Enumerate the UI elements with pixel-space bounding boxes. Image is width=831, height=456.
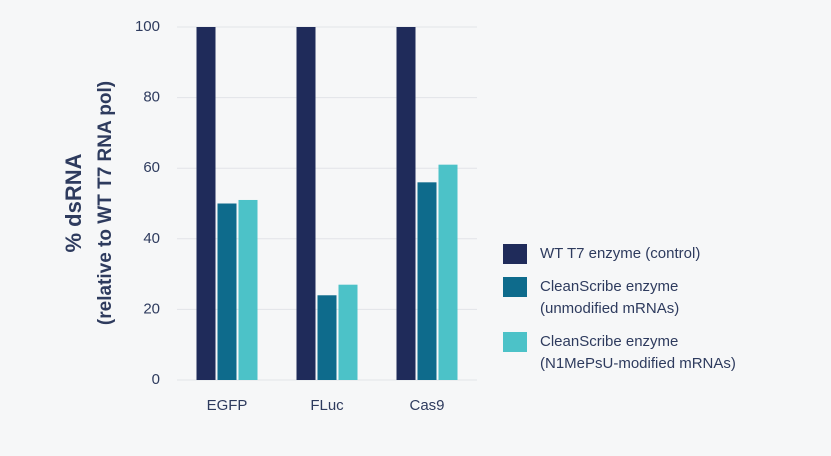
y-tick-label: 0 bbox=[152, 371, 160, 388]
legend-entry: CleanScribe enzyme (unmodified mRNAs) bbox=[503, 277, 823, 320]
x-tick-label: Cas9 bbox=[409, 397, 444, 414]
bar bbox=[338, 284, 358, 380]
bar bbox=[196, 27, 216, 380]
bar bbox=[417, 182, 437, 380]
legend-entry: CleanScribe enzyme (N1MePsU-modified mRN… bbox=[503, 332, 823, 375]
y-tick-label: 40 bbox=[143, 230, 160, 247]
x-tick-label: EGFP bbox=[207, 397, 248, 414]
legend-swatch bbox=[503, 332, 527, 352]
y-axis-label: % dsRNA bbox=[61, 153, 86, 252]
legend-label: WT T7 enzyme (control) bbox=[540, 245, 701, 262]
legend-label: CleanScribe enzyme (unmodified mRNAs) bbox=[540, 278, 680, 317]
y-axis-label-group: % dsRNA (relative to WT T7 RNA pol) bbox=[61, 81, 116, 325]
y-tick-label: 80 bbox=[143, 89, 160, 106]
bar bbox=[217, 203, 237, 380]
legend-entry: WT T7 enzyme (control) bbox=[503, 244, 823, 265]
bar bbox=[238, 199, 258, 380]
bar bbox=[317, 295, 337, 380]
legend-label: CleanScribe enzyme (N1MePsU-modified mRN… bbox=[540, 333, 736, 372]
x-tick-label: FLuc bbox=[310, 397, 344, 414]
y-tick-label: 60 bbox=[143, 159, 160, 176]
y-axis-sublabel: (relative to WT T7 RNA pol) bbox=[95, 81, 116, 325]
bar bbox=[438, 164, 458, 380]
y-tick-label: 100 bbox=[135, 18, 160, 35]
legend-swatch bbox=[503, 277, 527, 297]
legend: WT T7 enzyme (control) CleanScribe enzyme… bbox=[503, 244, 823, 387]
bar bbox=[296, 27, 316, 380]
y-tick-label: 20 bbox=[143, 300, 160, 317]
bar bbox=[396, 27, 416, 380]
legend-swatch bbox=[503, 244, 527, 264]
